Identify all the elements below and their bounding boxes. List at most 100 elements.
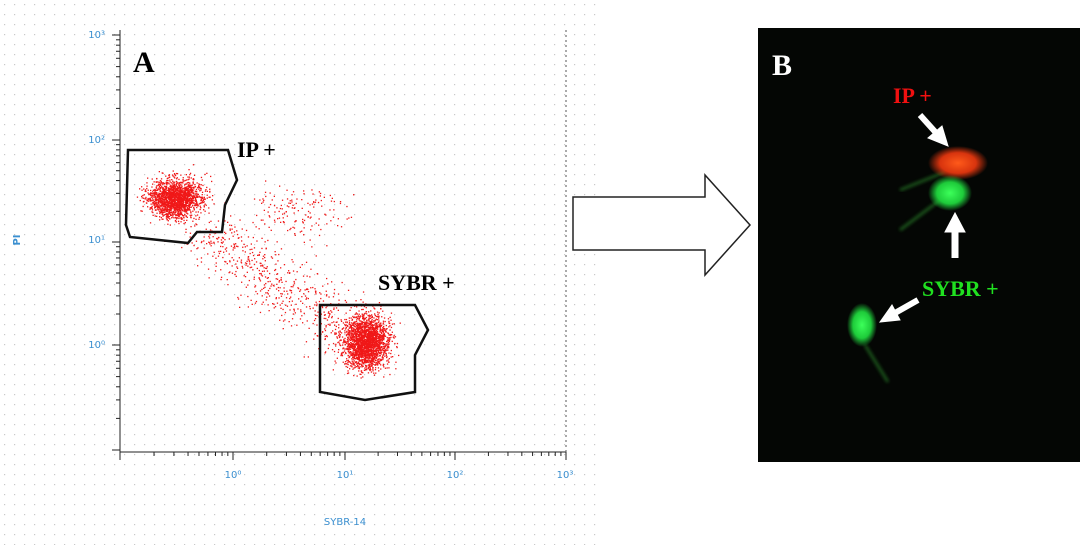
scatter-dot <box>379 330 382 332</box>
scatter-dot <box>159 193 161 195</box>
scatter-dot <box>370 339 372 341</box>
scatter-dot <box>347 370 349 372</box>
scatter-dot <box>365 358 367 360</box>
scatter-dot <box>160 198 162 200</box>
scatter-dot <box>149 222 152 224</box>
scatter-dot <box>359 354 361 356</box>
scatter-dot <box>378 343 380 345</box>
scatter-dot <box>183 210 186 212</box>
scatter-dot <box>345 341 347 344</box>
scatter-dot <box>355 323 357 325</box>
scatter-dot <box>177 190 179 192</box>
scatter-dot <box>274 221 276 223</box>
scatter-dot <box>381 325 383 327</box>
scatter-dot <box>287 272 289 274</box>
scatter-dot <box>352 316 355 319</box>
scatter-dot <box>168 208 170 210</box>
scatter-dot <box>349 347 351 349</box>
scatter-dot <box>357 350 359 352</box>
scatter-dot <box>372 327 374 329</box>
scatter-dot <box>386 344 388 346</box>
scatter-dot <box>381 338 383 340</box>
scatter-dot <box>215 257 217 259</box>
scatter-dot <box>372 367 374 369</box>
scatter-dot <box>302 302 304 304</box>
scatter-dot <box>175 198 177 201</box>
scatter-dot <box>350 354 352 356</box>
scatter-dot <box>282 213 284 215</box>
scatter-dot <box>314 318 317 320</box>
scatter-dot <box>156 185 158 187</box>
scatter-dot <box>290 325 293 327</box>
scatter-dot <box>183 207 185 209</box>
scatter-dot <box>368 333 370 335</box>
scatter-dot <box>244 262 247 264</box>
scatter-dot <box>172 186 174 188</box>
scatter-dot <box>179 213 181 215</box>
scatter-dot <box>371 359 374 361</box>
scatter-dot <box>203 240 205 242</box>
scatter-dot <box>372 345 375 347</box>
scatter-dot <box>382 322 385 324</box>
scatter-dot <box>362 316 364 318</box>
scatter-dot <box>184 222 186 224</box>
scatter-dot <box>357 365 359 367</box>
scatter-dot <box>348 351 350 353</box>
scatter-dot <box>195 197 197 199</box>
scatter-dot <box>157 193 159 196</box>
scatter-dot <box>367 347 369 350</box>
scatter-dot <box>391 323 394 325</box>
scatter-dot <box>213 203 215 205</box>
scatter-dot <box>395 361 397 363</box>
scatter-dot <box>357 339 359 341</box>
scatter-dot <box>364 354 367 356</box>
scatter-dot <box>375 315 377 318</box>
scatter-dot <box>173 206 175 208</box>
scatter-dot <box>167 201 169 204</box>
scatter-dot <box>366 348 368 350</box>
scatter-dot <box>386 363 389 365</box>
scatter-dot <box>373 326 375 329</box>
scatter-dot <box>314 304 316 306</box>
scatter-dot <box>378 324 381 327</box>
scatter-dot <box>373 342 375 344</box>
scatter-dot <box>333 200 335 203</box>
scatter-dot <box>173 207 175 209</box>
scatter-dot <box>281 199 284 201</box>
scatter-dot <box>189 202 191 204</box>
scatter-dot <box>361 361 364 363</box>
scatter-dot <box>156 181 159 183</box>
scatter-dot <box>299 290 301 292</box>
scatter-dot <box>280 267 282 269</box>
scatter-dot <box>295 278 297 281</box>
scatter-dot <box>282 320 285 322</box>
scatter-dot <box>203 209 205 211</box>
scatter-dot <box>359 322 361 325</box>
scatter-dot <box>371 316 373 319</box>
scatter-dot <box>195 204 197 207</box>
scatter-dot <box>190 195 192 197</box>
scatter-dot <box>247 295 249 298</box>
scatter-dot <box>371 335 373 338</box>
scatter-dot <box>370 361 372 363</box>
scatter-dot <box>164 206 166 208</box>
scatter-dot <box>190 177 192 179</box>
scatter-dot <box>353 331 355 333</box>
scatter-dot <box>366 330 368 332</box>
scatter-dot <box>278 290 280 292</box>
scatter-dot <box>173 182 175 185</box>
scatter-dot <box>371 334 373 336</box>
scatter-dot <box>186 194 188 196</box>
scatter-dot <box>371 356 373 358</box>
scatter-dot <box>321 305 323 307</box>
scatter-dot <box>244 251 246 253</box>
scatter-dot <box>361 326 364 328</box>
scatter-dot <box>387 345 390 347</box>
scatter-dot <box>362 376 364 378</box>
scatter-dot <box>370 362 372 364</box>
scatter-dot <box>364 312 366 314</box>
scatter-dot <box>352 364 354 366</box>
scatter-dot <box>367 350 369 352</box>
scatter-dot <box>171 193 173 195</box>
scatter-dot <box>186 219 188 221</box>
